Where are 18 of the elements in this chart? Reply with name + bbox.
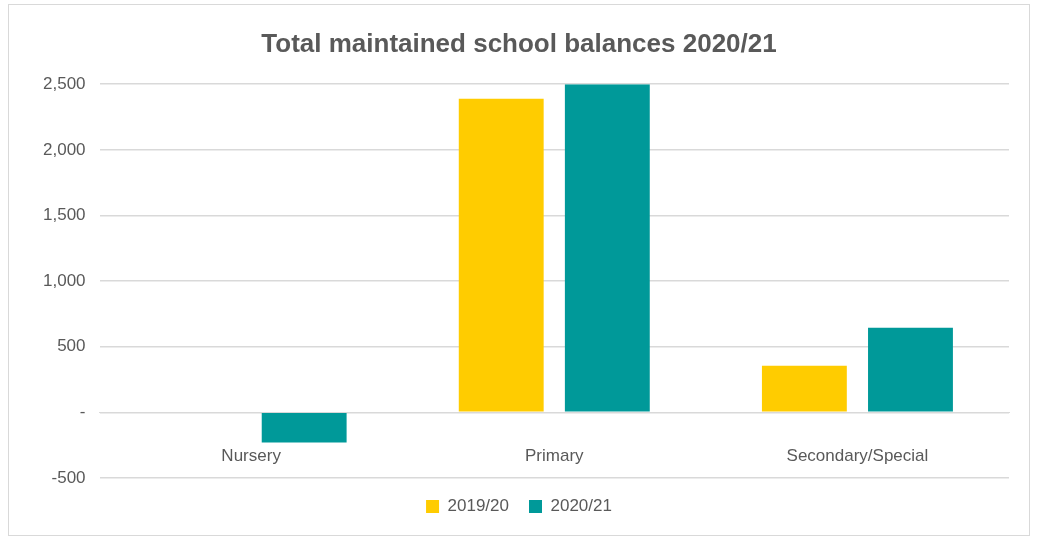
- bar: [458, 98, 544, 412]
- x-tick-label: Primary: [524, 446, 585, 466]
- y-tick-label: 1,000: [42, 270, 86, 290]
- y-tick-label: 2,000: [42, 139, 86, 159]
- chart-title: Total maintained school balances 2020/21: [261, 27, 777, 58]
- y-tick-label: 1,500: [42, 205, 86, 225]
- legend-label: 2020/21: [550, 496, 612, 516]
- bar: [564, 84, 650, 412]
- y-tick-label: -: [79, 402, 86, 422]
- x-tick-label: Nursery: [221, 446, 282, 466]
- y-tick-label: 500: [57, 336, 86, 356]
- y-tick-label: 2,500: [42, 73, 86, 93]
- bar: [261, 413, 347, 443]
- bar: [761, 365, 847, 412]
- bar: [868, 327, 953, 412]
- y-tick-label: -500: [51, 467, 86, 487]
- x-tick-label: Secondary/Special: [786, 446, 929, 466]
- legend-label: 2019/20: [447, 496, 509, 516]
